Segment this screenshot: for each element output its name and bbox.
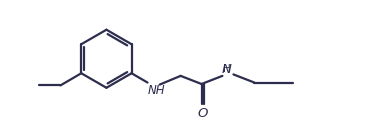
Text: H: H [223,63,231,74]
Text: N: N [221,63,231,76]
Text: NH: NH [148,84,166,97]
Text: O: O [198,107,208,120]
